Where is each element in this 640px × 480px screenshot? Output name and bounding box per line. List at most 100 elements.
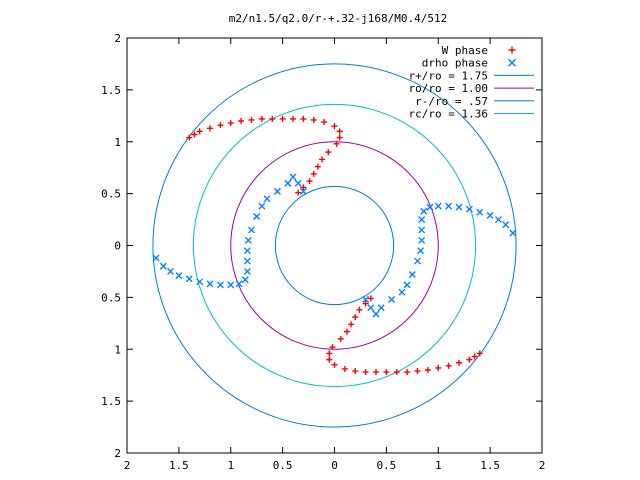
x-tick-label: 1 bbox=[227, 459, 234, 472]
drho-phase-point bbox=[289, 173, 297, 181]
drho-phase-point bbox=[235, 280, 243, 288]
reference-circle bbox=[230, 141, 439, 350]
y-tick-label: 0.5 bbox=[101, 291, 121, 304]
w-phase-point bbox=[319, 156, 326, 163]
drho-phase-point bbox=[263, 195, 271, 203]
w-phase-point bbox=[336, 134, 343, 141]
y-tick-label: 1 bbox=[114, 343, 121, 356]
w-phase-point bbox=[424, 367, 431, 373]
y-tick-label: 2 bbox=[114, 32, 121, 45]
drho-phase-point bbox=[426, 203, 434, 211]
w-phase-point bbox=[466, 356, 473, 363]
drho-phase-point bbox=[294, 179, 302, 187]
drho-phase-point bbox=[253, 212, 261, 220]
reference-circle bbox=[152, 63, 517, 428]
drho-phase-point bbox=[417, 247, 425, 255]
drho-phase-point bbox=[367, 304, 375, 312]
drho-phase-point bbox=[418, 226, 426, 234]
y-tick-label: 2 bbox=[114, 447, 121, 460]
drho-phase-point bbox=[418, 216, 426, 224]
legend-label: r+/ro = 1.75 bbox=[409, 69, 488, 82]
w-phase-point bbox=[356, 306, 363, 313]
x-tick-label: 1 bbox=[435, 459, 442, 472]
drho-phase-point bbox=[420, 207, 428, 215]
drho-phase-point bbox=[486, 211, 494, 219]
w-phase-point bbox=[343, 328, 350, 335]
drho-phase-point bbox=[152, 254, 160, 262]
w-phase-point bbox=[333, 140, 340, 147]
x-tick-label: 1.5 bbox=[480, 459, 500, 472]
w-phase-point bbox=[217, 122, 224, 129]
drho-phase-point bbox=[408, 271, 416, 279]
drho-phase-point bbox=[159, 262, 167, 270]
drho-phase-point bbox=[243, 257, 251, 265]
w-phase-point bbox=[456, 359, 462, 366]
drho-phase-point bbox=[403, 281, 411, 289]
y-tick-label: 1 bbox=[114, 136, 121, 149]
w-phase-point bbox=[337, 335, 344, 342]
legend-marker bbox=[508, 58, 516, 67]
legend-label: W phase bbox=[442, 44, 488, 57]
drho-phase-point bbox=[248, 226, 255, 234]
x-tick-label: 0.5 bbox=[376, 459, 396, 472]
w-phase-point bbox=[300, 184, 307, 191]
w-phase-point bbox=[352, 368, 359, 375]
drho-phase-point bbox=[196, 278, 204, 286]
w-phase-point bbox=[326, 356, 333, 363]
drho-phase-point bbox=[398, 288, 406, 296]
drho-phase-point bbox=[455, 203, 463, 211]
drho-phase-point bbox=[418, 236, 426, 244]
y-tick-label: 0.5 bbox=[101, 188, 121, 201]
drho-phase-point bbox=[258, 202, 266, 210]
drho-phase-point bbox=[388, 295, 396, 303]
legend-label: rc/ro = 1.36 bbox=[409, 108, 488, 121]
legend-marker bbox=[508, 46, 516, 54]
w-phase-point bbox=[196, 128, 203, 135]
w-phase-point bbox=[295, 189, 302, 196]
x-tick-label: 0.5 bbox=[273, 459, 293, 472]
w-phase-point bbox=[279, 115, 286, 122]
drho-phase-point bbox=[372, 310, 380, 318]
drho-phase-point bbox=[362, 295, 370, 303]
legend-label: ro/ro = 1.00 bbox=[409, 82, 488, 95]
w-phase-point bbox=[314, 163, 321, 170]
legend-label: drho phase bbox=[422, 57, 488, 70]
w-phase-point bbox=[393, 369, 400, 376]
w-phase-point bbox=[325, 149, 332, 156]
w-phase-point bbox=[207, 125, 213, 132]
w-phase-point bbox=[326, 350, 333, 357]
w-phase-point bbox=[269, 115, 276, 122]
w-phase-point bbox=[290, 115, 296, 122]
drho-phase-point bbox=[284, 179, 292, 187]
phase-points bbox=[152, 115, 517, 376]
drho-phase-point bbox=[175, 272, 183, 280]
w-phase-point bbox=[329, 344, 336, 351]
w-phase-point bbox=[445, 362, 452, 369]
drho-phase-point bbox=[299, 188, 307, 196]
drho-phase-point bbox=[227, 281, 235, 289]
w-phase-point bbox=[238, 118, 245, 124]
drho-phase-point bbox=[377, 304, 385, 312]
w-phase-point bbox=[300, 115, 307, 122]
reference-circle bbox=[192, 103, 477, 388]
w-phase-point bbox=[321, 119, 328, 126]
drho-phase-point bbox=[414, 257, 421, 265]
w-phase-point bbox=[336, 128, 343, 135]
w-phase-point bbox=[191, 131, 198, 138]
w-phase-point bbox=[227, 120, 234, 127]
w-phase-point bbox=[471, 353, 478, 360]
w-phase-point bbox=[352, 314, 359, 321]
drho-phase-point bbox=[167, 267, 175, 275]
chart-title: m2/n1.5/q2.0/r-+.32-j168/M0.4/512 bbox=[229, 12, 448, 25]
w-phase-point bbox=[310, 116, 317, 123]
w-phase-point bbox=[367, 295, 374, 302]
w-phase-point bbox=[414, 368, 421, 375]
w-phase-point bbox=[331, 123, 338, 130]
drho-phase-point bbox=[476, 208, 484, 216]
x-tick-label: 2 bbox=[539, 459, 546, 472]
y-tick-label: 1.5 bbox=[101, 395, 121, 408]
drho-phase-point bbox=[509, 229, 517, 237]
w-phase-point bbox=[404, 369, 411, 376]
